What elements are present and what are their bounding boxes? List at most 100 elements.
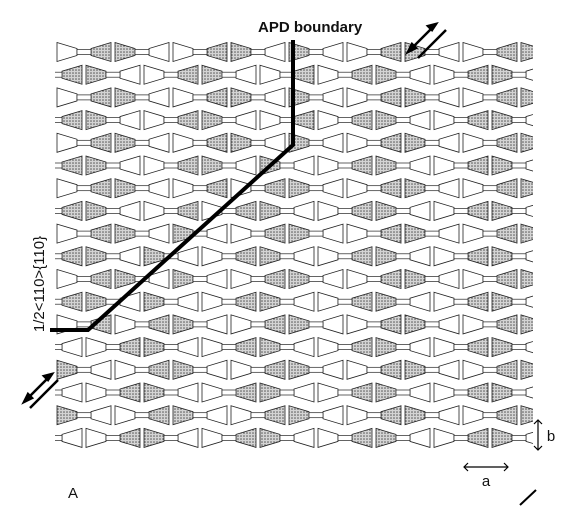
bowtie-wing (33, 406, 53, 425)
bowtie-wing (119, 337, 141, 358)
bowtie-bridge (55, 117, 63, 123)
bowtie-wing (409, 291, 431, 312)
bowtie-wing (172, 314, 194, 335)
bowtie-bridge (453, 117, 469, 123)
bowtie-wing (235, 155, 257, 176)
bowtie-wing (351, 427, 373, 448)
bowtie-bridge (55, 435, 63, 441)
bowtie-bridge (105, 117, 121, 123)
bowtie-wing (491, 382, 513, 403)
bowtie-wing (404, 132, 426, 153)
bowtie-wing (85, 382, 107, 403)
bowtie-wing (433, 427, 455, 448)
bowtie-wing (235, 200, 257, 221)
bowtie-wing (438, 132, 460, 153)
bowtie-bridge (19, 140, 33, 145)
bowtie-wing (90, 268, 112, 290)
bowtie-bridge (366, 94, 382, 101)
bowtie-wing (28, 201, 48, 220)
bowtie-wing (201, 110, 223, 131)
bowtie-wing (293, 246, 315, 267)
bowtie-wing (438, 87, 460, 108)
bowtie-wing (433, 200, 455, 221)
bowtie-wing (346, 132, 368, 153)
bowtie-bridge (337, 71, 353, 78)
bowtie-wing (375, 155, 397, 176)
bowtie-wing (375, 382, 397, 403)
bowtie-bridge (192, 412, 208, 419)
bowtie-wing (550, 383, 563, 402)
bowtie-wing (0, 315, 19, 334)
shear-arrows (21, 22, 537, 506)
bowtie-wing (438, 223, 460, 244)
bowtie-wing (56, 42, 78, 63)
bowtie-wing (172, 42, 194, 63)
bowtie-bridge (541, 50, 555, 55)
bowtie-wing (293, 200, 315, 221)
bowtie-wing (230, 178, 252, 199)
bowtie-wing (143, 200, 165, 221)
bowtie-wing (409, 200, 431, 221)
bowtie-wing (235, 337, 257, 358)
bowtie-wing (56, 359, 78, 380)
bowtie-bridge (134, 94, 150, 101)
bowtie-bridge (541, 367, 555, 372)
bowtie-bridge (163, 71, 179, 78)
bowtie-wing (346, 223, 368, 244)
bowtie-bridge (308, 366, 324, 373)
bowtie-bridge (134, 412, 150, 419)
bowtie-wing (520, 405, 533, 426)
a-label: a (482, 473, 491, 490)
bowtie-bridge (76, 321, 92, 328)
bowtie-wing (177, 200, 199, 221)
bowtie-bridge (511, 162, 527, 169)
bowtie-wing (264, 268, 286, 290)
bowtie-wing (148, 405, 170, 426)
bowtie-wing (201, 155, 223, 176)
bowtie-wing (235, 110, 257, 131)
bowtie-wing (206, 178, 228, 199)
bowtie-wing (520, 268, 533, 290)
bowtie-wing (259, 246, 281, 267)
b-label: b (547, 428, 555, 445)
bowtie-wing (206, 359, 228, 380)
bowtie-wing (85, 427, 107, 448)
bowtie-wing (148, 42, 170, 63)
bowtie-wing (0, 179, 19, 198)
bowtie-wing (293, 382, 315, 403)
bowtie-bridge (308, 230, 324, 237)
bowtie-wing (351, 64, 373, 85)
bowtie-bridge (453, 208, 469, 214)
bowtie-wing (380, 405, 402, 426)
bowtie-wing (433, 337, 455, 358)
bowtie-bridge (541, 322, 555, 327)
bowtie-wing (230, 42, 252, 63)
bowtie-bridge (482, 230, 498, 237)
bowtie-bridge (192, 366, 208, 373)
bowtie-bridge (511, 298, 527, 305)
bowtie-bridge (55, 298, 63, 305)
bowtie-bridge (192, 139, 208, 146)
bowtie-wing (317, 110, 339, 131)
bowtie-wing (520, 132, 533, 153)
bowtie-wing (148, 314, 170, 335)
bowtie-wing (235, 246, 257, 267)
bowtie-wing (114, 405, 136, 426)
bowtie-bridge (541, 413, 555, 418)
bowtie-wing (317, 291, 339, 312)
bowtie-wing (293, 291, 315, 312)
bowtie-wing (317, 337, 339, 358)
bowtie-wing (259, 110, 281, 131)
bowtie-bridge (453, 298, 469, 305)
bowtie-bridge (395, 435, 411, 441)
bowtie-wing (143, 155, 165, 176)
bowtie-wing (148, 178, 170, 199)
bowtie-wing (61, 337, 83, 358)
bowtie-wing (264, 178, 286, 199)
bowtie-bridge (19, 413, 33, 418)
bowtie-bridge (279, 435, 295, 441)
bowtie-wing (56, 178, 78, 199)
bowtie-wing (380, 223, 402, 244)
bowtie-bridge (55, 389, 63, 396)
bowtie-wing (491, 246, 513, 267)
